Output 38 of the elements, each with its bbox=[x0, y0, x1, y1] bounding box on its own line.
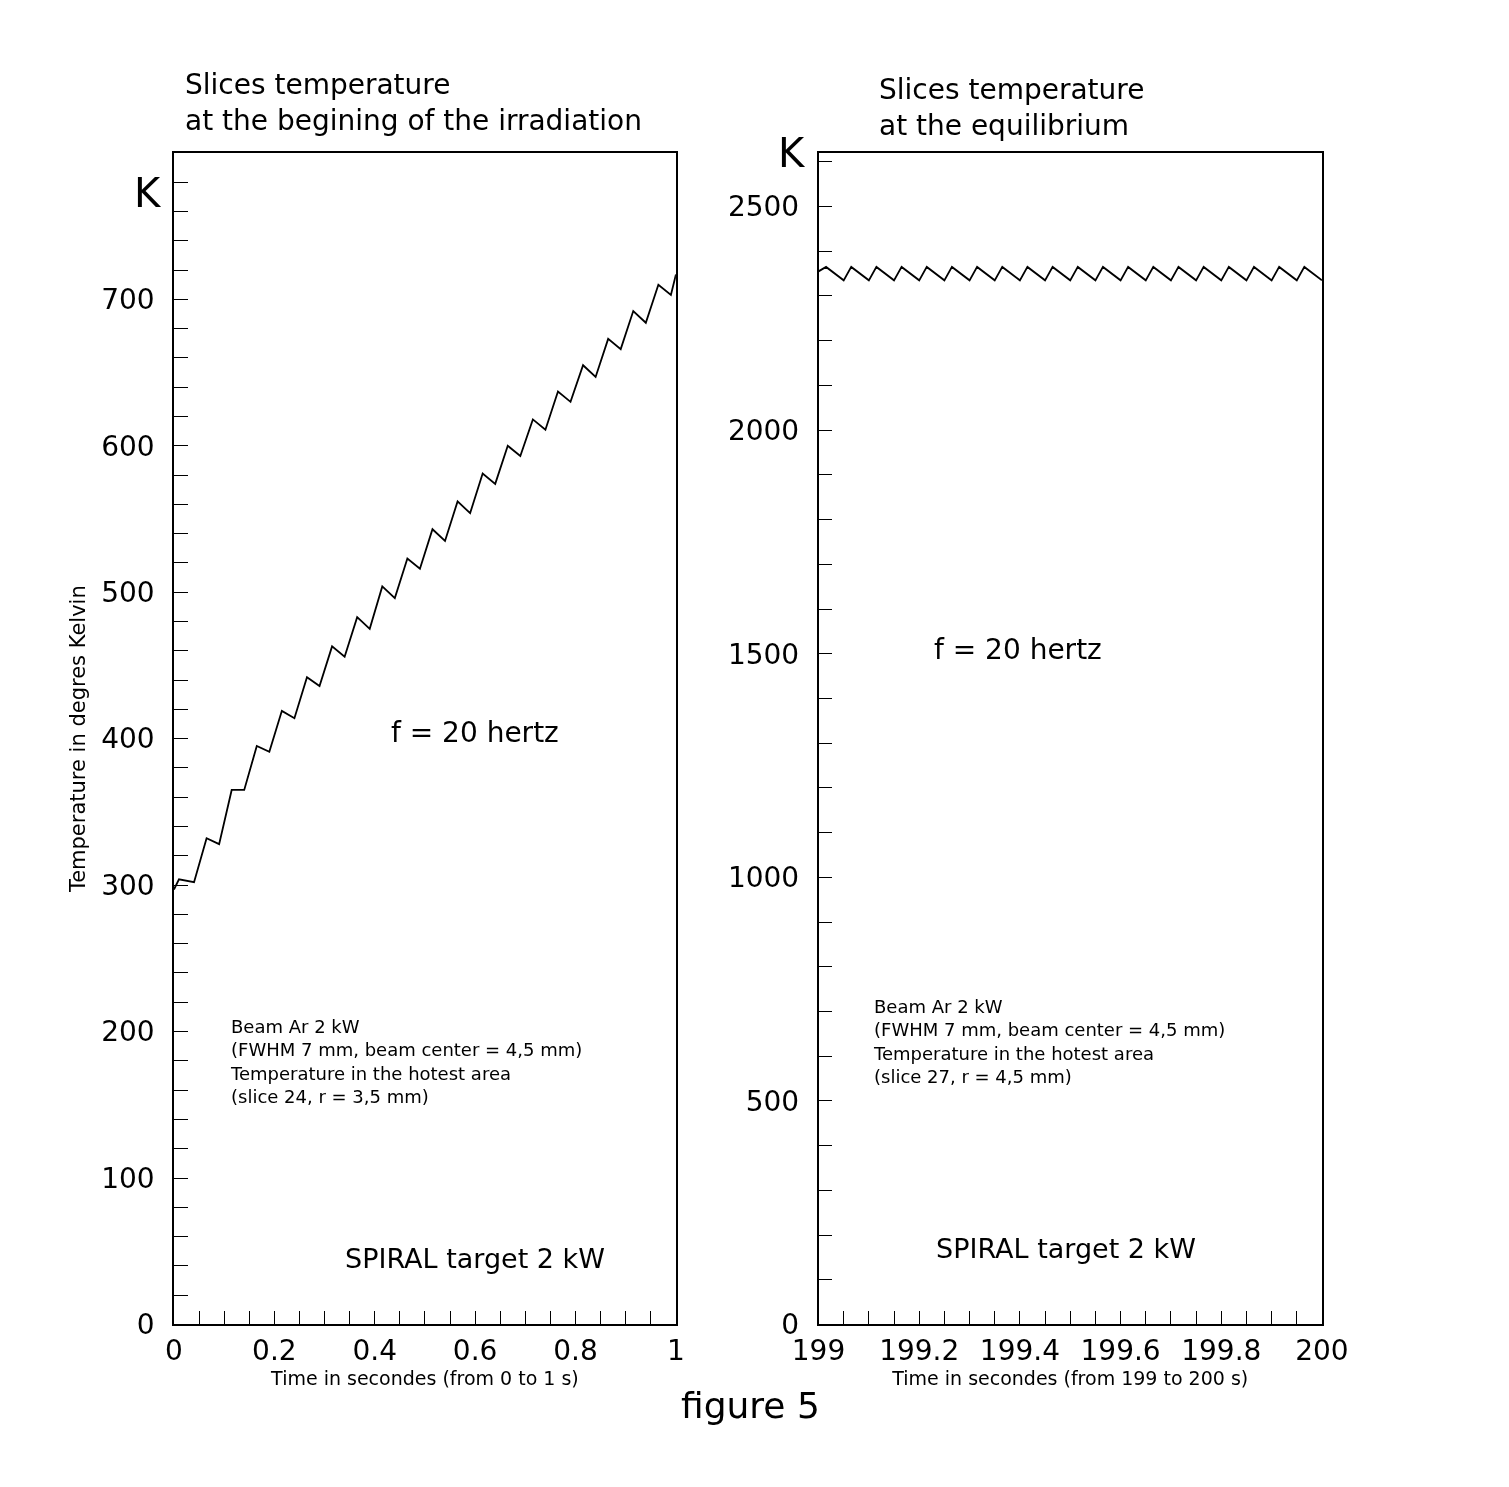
y-tick-label: 2000 bbox=[727, 413, 800, 447]
x-tick-label: 200 bbox=[1295, 1333, 1349, 1367]
x-tick-label: 199.6 bbox=[1080, 1333, 1161, 1367]
text: K bbox=[134, 170, 162, 216]
y-tick-label: 2500 bbox=[727, 190, 800, 224]
y-tick-label: 400 bbox=[101, 722, 155, 756]
x-tick-label: 199.8 bbox=[1181, 1333, 1262, 1367]
chart-title: Slices temperature at the begining of the irradiation bbox=[185, 68, 642, 138]
annotation: f = 20 hertz bbox=[391, 716, 559, 749]
chart-title: Slices temperature at the equilibrium bbox=[879, 73, 1145, 143]
x-tick-label: 0 bbox=[165, 1333, 183, 1367]
x-tick-label: 0.2 bbox=[252, 1333, 297, 1367]
y-axis-title: Temperature in degres Kelvin bbox=[65, 585, 90, 894]
annotation: Beam Ar 2 kW (FWHM 7 mm, beam center = 4,5 mm) Temperature in the hotest area (slice 27, r = 4,5 mm) bbox=[873, 996, 1226, 1088]
x-tick-label: 199.4 bbox=[979, 1333, 1060, 1367]
y-tick-label: 600 bbox=[101, 429, 155, 463]
y-tick-label: 1000 bbox=[727, 861, 800, 895]
annotation: f = 20 hertz bbox=[934, 633, 1102, 666]
y-tick-label: 700 bbox=[101, 283, 155, 317]
x-tick-label: 0.6 bbox=[452, 1333, 498, 1367]
caption: figure 5 bbox=[681, 1385, 820, 1426]
y-tick-label: 200 bbox=[101, 1015, 155, 1049]
annotation: Beam Ar 2 kW (FWHM 7 mm, beam center = 4,5 mm) Temperature in the hotest area (slice 24, r = 3,5 mm) bbox=[230, 1016, 583, 1108]
y-tick-label: 1500 bbox=[727, 637, 800, 671]
y-tick-label: 500 bbox=[745, 1084, 800, 1118]
text: K bbox=[778, 130, 806, 176]
y-tick-label: 0 bbox=[136, 1308, 155, 1342]
x-tick-label: 0.4 bbox=[352, 1333, 398, 1367]
x-tick-label: 1 bbox=[667, 1333, 685, 1367]
y-tick-label: 300 bbox=[101, 868, 155, 902]
annotation: SPIRAL target 2 kW bbox=[936, 1233, 1196, 1264]
y-tick-label: 100 bbox=[101, 1161, 155, 1195]
x-tick-label: 199.2 bbox=[879, 1333, 960, 1367]
x-axis-title: Time in secondes (from 199 to 200 s) bbox=[891, 1366, 1249, 1389]
y-tick-label: 500 bbox=[101, 576, 155, 610]
x-tick-label: 0.8 bbox=[553, 1333, 598, 1367]
annotation: SPIRAL target 2 kW bbox=[345, 1243, 605, 1274]
x-axis-title: Time in secondes (from 0 to 1 s) bbox=[270, 1366, 579, 1389]
